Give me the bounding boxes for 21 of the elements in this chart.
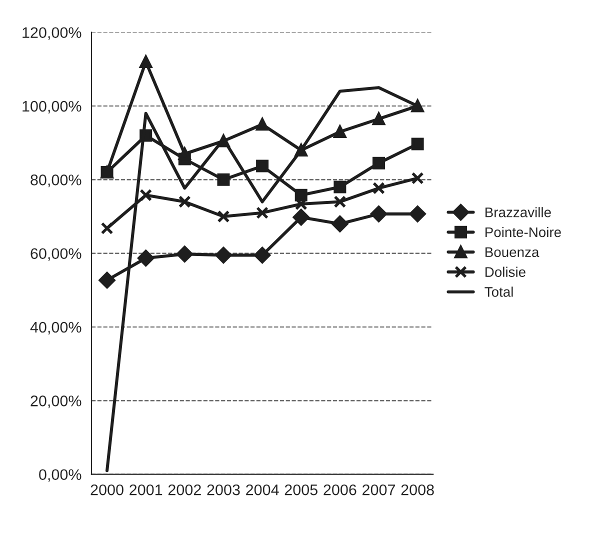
y-tick-label: 60,00% bbox=[30, 248, 82, 261]
x-tick-label: 2008 bbox=[401, 484, 434, 496]
y-tick-label: 80,00% bbox=[30, 174, 82, 188]
x-tick-label: 2000 bbox=[90, 484, 124, 496]
x-tick-label: 2002 bbox=[168, 484, 201, 496]
y-tick-label: 120,00% bbox=[22, 27, 82, 40]
x-tick-label: 2006 bbox=[324, 484, 356, 496]
x-tick-label: 2005 bbox=[284, 484, 318, 496]
x-tick-label: 2004 bbox=[246, 484, 279, 496]
legend-label: Bouenza bbox=[486, 247, 540, 258]
x-tick-label: 2003 bbox=[207, 484, 240, 496]
legend-label: Pointe-Noire bbox=[486, 226, 561, 238]
legend-label: Brazzaville bbox=[486, 207, 551, 218]
y-tick-label: 0,00% bbox=[39, 469, 82, 482]
legend-label: Total bbox=[484, 286, 513, 297]
x-tick-label: 2007 bbox=[362, 484, 395, 496]
legend-label: Dolisie bbox=[486, 266, 526, 277]
y-tick-label: 20,00% bbox=[30, 396, 82, 408]
y-tick-label: 100,00% bbox=[22, 100, 82, 114]
y-tick-label: 40,00% bbox=[30, 322, 82, 334]
x-tick-label: 2001 bbox=[130, 484, 162, 496]
